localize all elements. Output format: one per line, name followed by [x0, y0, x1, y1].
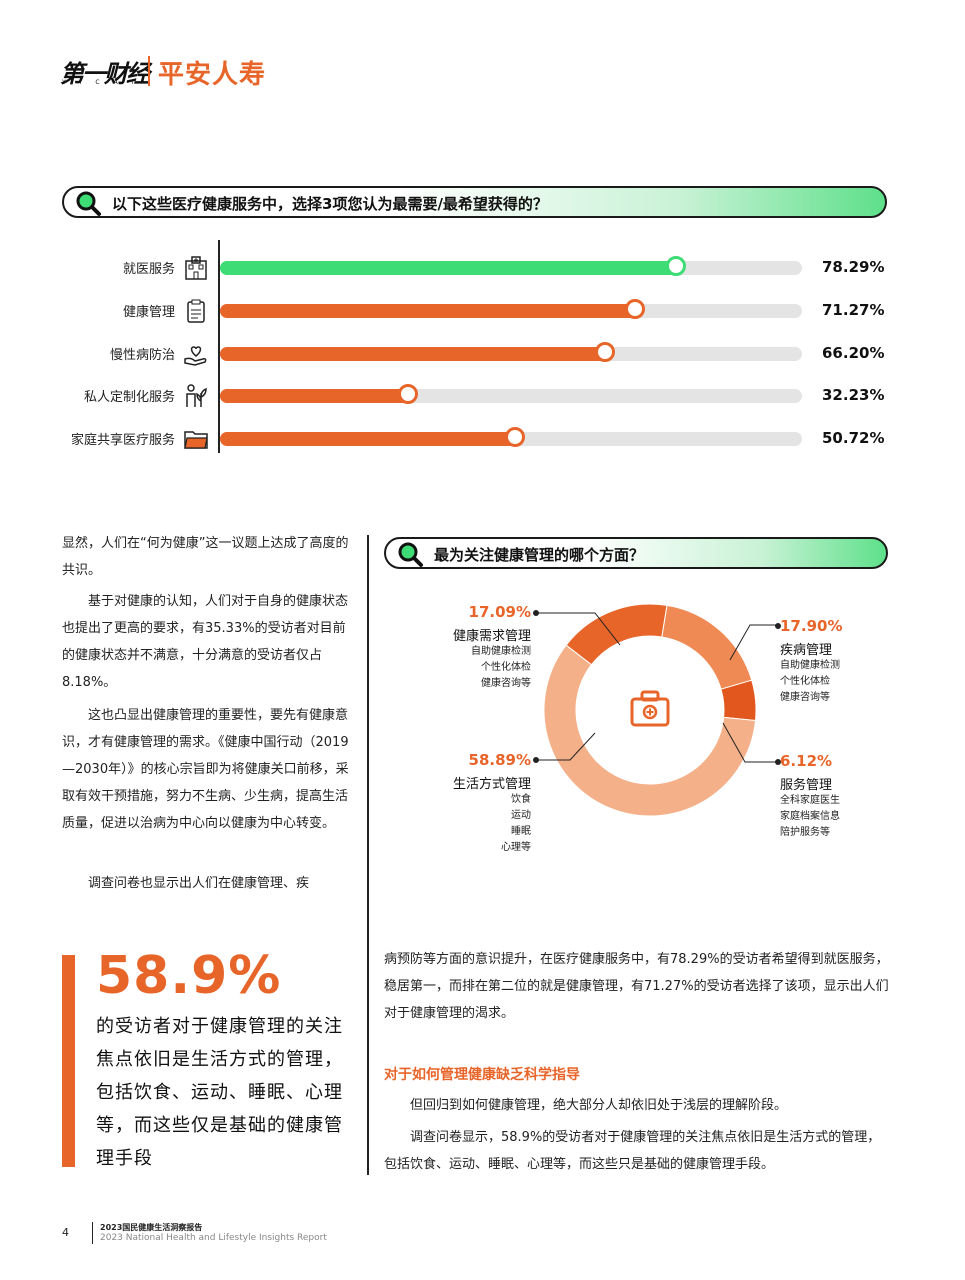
column-divider — [367, 535, 369, 1175]
bar-end-marker — [505, 427, 526, 447]
bar-fill — [220, 389, 408, 403]
leader-dot — [775, 623, 781, 629]
person-plant-icon — [183, 383, 209, 409]
bar-track — [220, 427, 802, 447]
slice-label-service: 服务管理 — [780, 778, 833, 793]
paragraph-satisfaction: 基于对健康的认知，人们对于自身的健康状态也提出了更高的要求，有35.33%的受访… — [62, 594, 349, 690]
bar-track — [220, 256, 802, 276]
bar-fill — [220, 347, 606, 361]
bar-track — [220, 342, 802, 362]
medical-kit-icon — [630, 690, 670, 727]
footer-title-en: 2023 National Health and Lifestyle Insig… — [100, 1233, 327, 1243]
paragraph-importance: 这也凸显出健康管理的重要性，要先有健康意识，才有健康管理的需求。《健康中国行动（… — [62, 708, 349, 831]
chart-question-banner: 以下这些医疗健康服务中，选择3项您认为最需要/最希望获得的？ — [62, 186, 887, 218]
slice-items-service: 全科家庭医生 家庭档案信息 陪护服务等 — [780, 795, 840, 838]
paragraph-consensus: 显然，人们在“何为健康”这一议题上达成了高度的共识。 — [62, 536, 349, 578]
bar-category-label: 慢性病防治 — [109, 348, 175, 363]
footer-title-cn: 2023国民健康生活洞察报告 — [100, 1223, 203, 1232]
bar-category-label: 私人定制化服务 — [83, 390, 175, 405]
paragraph-services: 病预防等方面的意识提升，在医疗健康服务中，有78.29%的受访者希望得到就医服务… — [384, 952, 889, 1021]
bar-fill — [220, 304, 635, 318]
slice-pct-lifestyle: 58.89% — [468, 751, 531, 769]
bar-end-marker — [665, 256, 686, 276]
hospital-icon — [183, 255, 209, 281]
donut-chart — [543, 603, 757, 817]
bar-end-marker — [595, 342, 616, 362]
bar-value-label: 50.72% — [822, 429, 885, 447]
slice-label-lifestyle: 生活方式管理 — [452, 777, 531, 792]
bar-end-marker — [397, 384, 418, 404]
slice-lifestyle — [543, 644, 757, 817]
bar-category-label: 家庭共享医疗服务 — [70, 433, 175, 448]
leader-dot — [533, 610, 539, 616]
slice-pct-health-demand: 17.09% — [468, 603, 531, 621]
paragraph-lifestyle: 调查问卷显示，58.9%的受访者对于健康管理的关注焦点依旧是生活方式的管理，包括… — [384, 1130, 881, 1172]
heart-hand-icon — [183, 341, 209, 367]
leader-dot — [775, 759, 781, 765]
slice-pct-disease: 17.90% — [780, 617, 843, 635]
bar-track — [220, 299, 802, 319]
highlight-accent-bar — [62, 955, 75, 1167]
search-icon — [398, 542, 423, 567]
paragraph-survey: 调查问卷也显示出人们在健康管理、疾 — [88, 876, 310, 891]
bar-category-label: 就医服务 — [122, 262, 175, 277]
search-icon — [76, 191, 101, 216]
page-number: 4 — [62, 1226, 69, 1239]
slice-label-health-demand: 健康需求管理 — [452, 629, 531, 644]
slice-label-disease: 疾病管理 — [780, 643, 833, 658]
pingan-logo: 平安人寿 — [158, 60, 267, 90]
logo-divider — [148, 56, 150, 86]
bar-fill — [220, 261, 676, 275]
slice-items-health-demand: 自助健康检测 个性化体检 健康咨询等 — [471, 646, 531, 689]
bar-track — [220, 384, 802, 404]
bar-value-label: 32.23% — [822, 386, 885, 404]
leader-dot — [533, 757, 539, 763]
donut-question-text: 最为关注健康管理的哪个方面？ — [434, 546, 645, 564]
slice-items-lifestyle: 饮食 运动 睡眠 心理等 — [501, 794, 531, 853]
bar-fill — [220, 432, 516, 446]
yicai-logo-sub: YICAI — [62, 79, 148, 86]
chart-question-text: 以下这些医疗健康服务中，选择3项您认为最需要/最希望获得的？ — [112, 195, 548, 213]
donut-question-banner: 最为关注健康管理的哪个方面？ — [384, 537, 888, 569]
chart-axis — [218, 240, 220, 453]
footer-divider — [92, 1222, 93, 1244]
bar-value-label: 66.20% — [822, 344, 885, 362]
clipboard-icon — [183, 298, 209, 324]
highlight-text: 的受访者对于健康管理的关注焦点依旧是生活方式的管理，包括饮食、运动、睡眠、心理等… — [96, 1016, 343, 1169]
section-heading: 对于如何管理健康缺乏科学指导 — [384, 1067, 580, 1083]
bar-end-marker — [624, 299, 645, 319]
slice-items-disease: 自助健康检测 个性化体检 健康咨询等 — [780, 660, 840, 703]
bar-value-label: 71.27% — [822, 301, 885, 319]
bar-category-label: 健康管理 — [122, 305, 175, 320]
folder-icon — [183, 426, 209, 452]
bar-value-label: 78.29% — [822, 258, 885, 276]
donut-leader-lines — [538, 612, 780, 763]
slice-pct-service: 6.12% — [780, 752, 833, 770]
highlight-number: 58.9% — [96, 946, 282, 1006]
yicai-logo: 第一财经 — [60, 60, 150, 88]
paragraph-shallow: 但回归到如何健康管理，绝大部分人却依旧处于浅层的理解阶段。 — [410, 1098, 788, 1113]
